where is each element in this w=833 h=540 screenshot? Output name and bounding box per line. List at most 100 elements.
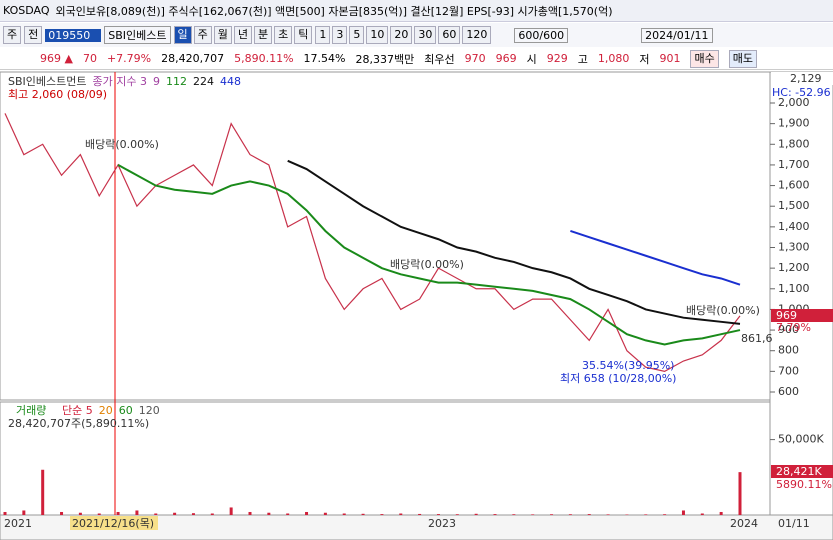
volume-bar: [248, 511, 252, 515]
price-line: [4, 113, 741, 372]
volume-bar: [493, 514, 497, 515]
annotation: 최저 658 (10/28,00%): [560, 372, 676, 385]
volume-bar: [700, 513, 704, 515]
volume-bar: [644, 514, 648, 515]
volume-bar: [550, 514, 554, 515]
y-tick-label: 50,000K: [778, 433, 824, 446]
x-label: 01/11: [778, 517, 810, 530]
volume-bar: [380, 514, 384, 515]
y-tick-label: 1,100: [778, 282, 810, 295]
prev-button[interactable]: 전: [24, 26, 43, 44]
legend-entry: 종가 지수 3: [93, 75, 147, 88]
sell-button[interactable]: 매도: [728, 49, 757, 68]
y-tick-label: 1,500: [778, 199, 810, 212]
y-tick-label: 2,000: [778, 96, 810, 109]
volume-bar: [455, 514, 459, 515]
volume-bar: [267, 512, 271, 515]
interval-button[interactable]: 60: [438, 26, 461, 44]
volume-bar: [173, 512, 177, 515]
side-label: 5890.11%: [776, 478, 832, 491]
volume-bar: [191, 513, 195, 515]
annotation: 배당락(0.00%): [85, 138, 159, 151]
legend-entry: 224: [193, 75, 214, 88]
date[interactable]: 2024/01/11: [641, 27, 713, 43]
period-button[interactable]: 일: [173, 26, 192, 44]
volume-bar: [663, 514, 667, 515]
x-label-bg: [70, 516, 158, 530]
volume-bar: [512, 514, 516, 515]
volume-bar: [323, 512, 327, 515]
volume-subtitle: 28,420,707주(5,890.11%): [8, 417, 149, 430]
code-input[interactable]: 019550: [45, 28, 102, 42]
side-label-bg: [771, 309, 833, 322]
side-label: 7.79%: [776, 321, 811, 334]
volume-bar: [3, 511, 7, 515]
period-button[interactable]: 주: [193, 26, 212, 44]
price-line: [117, 164, 741, 346]
amount: 28,337백만: [355, 52, 415, 66]
x-label: 2021/12/16(목): [72, 517, 154, 530]
side-label: 2,129: [790, 72, 822, 85]
axis-panel: [769, 71, 833, 516]
volume-bar: [474, 513, 478, 515]
count[interactable]: 600/600: [514, 27, 569, 43]
type-box[interactable]: 주: [3, 26, 22, 44]
volume-bar: [210, 513, 214, 515]
volume-bar: [22, 510, 26, 515]
volume-bar: [305, 511, 309, 515]
volume-bar: [531, 514, 535, 515]
y-tick-label: 600: [778, 385, 799, 398]
volume-bar: [60, 511, 64, 515]
open-label: 시: [526, 52, 537, 66]
volume-bar: [78, 512, 82, 515]
side-label: 28,421K: [776, 465, 822, 478]
turnover: 17.54%: [303, 52, 346, 65]
stock-name[interactable]: SBI인베스트: [104, 26, 171, 44]
volume-bar: [342, 513, 346, 515]
period-button[interactable]: 년: [233, 26, 253, 44]
volume-bar: [41, 469, 45, 515]
y-tick-label: 1,800: [778, 137, 810, 150]
period-button[interactable]: 월: [213, 26, 232, 44]
y-tick-label: 700: [778, 364, 799, 377]
y-tick-label: 800: [778, 344, 799, 357]
interval-button[interactable]: 1: [315, 26, 331, 44]
legend-entry: 20: [99, 404, 113, 417]
legend-entry: 112: [166, 75, 187, 88]
y-tick-label: 1,400: [778, 220, 810, 233]
interval-button[interactable]: 10: [366, 26, 389, 44]
side-label-bg: [771, 72, 833, 85]
volume-bar: [286, 513, 290, 515]
volume-bar: [154, 513, 158, 515]
quote-bar: 969 ▲ 70 +7.79% 28,420,707 5,890.11% 17.…: [0, 48, 833, 70]
info-bar: KOSDAQ 외국인보유[8,089(천)] 주식수[162,067(천)] 액…: [0, 0, 833, 22]
buy-button[interactable]: 매수: [690, 49, 719, 68]
period-button[interactable]: 초: [274, 26, 293, 44]
interval-button[interactable]: 120: [462, 26, 492, 44]
x-label: 2023: [428, 517, 456, 530]
price: 969 ▲: [40, 52, 73, 65]
interval-button[interactable]: 3: [332, 26, 348, 44]
vol-rate: 5,890.11%: [234, 52, 294, 65]
high: 1,080: [597, 52, 630, 65]
interval-button[interactable]: 30: [414, 26, 437, 44]
annotation: 배당락(0.00%): [686, 304, 760, 317]
side-label: HC: -52.96: [772, 86, 831, 99]
y-tick-label: 1,300: [778, 241, 810, 254]
volume-bar: [399, 513, 403, 515]
ask: 970: [464, 52, 486, 65]
volume-bar: [719, 511, 723, 515]
period-button[interactable]: 분: [254, 26, 273, 44]
open: 929: [546, 52, 568, 65]
volume-bar: [116, 511, 120, 515]
legend-entry: 120: [139, 404, 160, 417]
change: 70: [82, 52, 97, 65]
volume-title: 거래량: [16, 404, 46, 417]
volume-bar: [135, 510, 139, 515]
x-label: 2024: [730, 517, 758, 530]
period-button[interactable]: 틱: [294, 26, 313, 44]
interval-button[interactable]: 20: [390, 26, 413, 44]
interval-button[interactable]: 5: [349, 26, 365, 44]
